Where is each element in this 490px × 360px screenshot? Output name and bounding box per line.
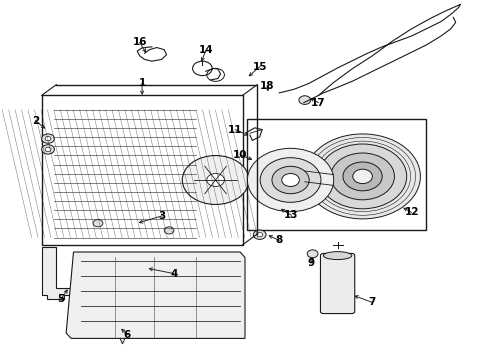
Text: 14: 14 — [198, 45, 213, 55]
FancyBboxPatch shape — [320, 253, 355, 314]
Circle shape — [343, 162, 382, 191]
Text: 2: 2 — [32, 116, 39, 126]
Circle shape — [307, 250, 318, 258]
Text: 15: 15 — [252, 62, 267, 72]
Text: 17: 17 — [311, 98, 326, 108]
Circle shape — [45, 136, 51, 141]
Circle shape — [42, 145, 54, 154]
Text: 18: 18 — [260, 81, 274, 91]
Text: 4: 4 — [170, 269, 178, 279]
Circle shape — [253, 230, 266, 239]
Circle shape — [42, 134, 54, 143]
Circle shape — [282, 174, 299, 186]
Text: 8: 8 — [276, 235, 283, 246]
Text: 7: 7 — [368, 297, 376, 307]
Text: 1: 1 — [139, 78, 146, 88]
Circle shape — [93, 220, 103, 227]
Text: 16: 16 — [132, 37, 147, 48]
Polygon shape — [66, 252, 245, 338]
Circle shape — [353, 169, 372, 184]
Bar — [247, 119, 426, 230]
Circle shape — [260, 158, 321, 202]
Text: 6: 6 — [124, 330, 131, 340]
Circle shape — [257, 233, 263, 237]
Circle shape — [207, 174, 224, 186]
Circle shape — [318, 144, 407, 209]
Text: 5: 5 — [58, 294, 65, 304]
Polygon shape — [42, 247, 74, 299]
Text: 9: 9 — [308, 258, 315, 268]
Circle shape — [299, 96, 311, 104]
Circle shape — [272, 166, 309, 194]
Bar — [42, 95, 243, 245]
Circle shape — [182, 156, 249, 204]
Text: 13: 13 — [284, 210, 299, 220]
Text: 12: 12 — [404, 207, 419, 217]
Circle shape — [305, 134, 420, 219]
Circle shape — [45, 147, 51, 152]
Circle shape — [247, 148, 334, 212]
Text: 11: 11 — [228, 125, 243, 135]
Circle shape — [331, 153, 394, 200]
Text: 10: 10 — [233, 150, 247, 160]
Text: 3: 3 — [158, 211, 165, 221]
Ellipse shape — [323, 252, 352, 260]
Circle shape — [164, 227, 174, 234]
